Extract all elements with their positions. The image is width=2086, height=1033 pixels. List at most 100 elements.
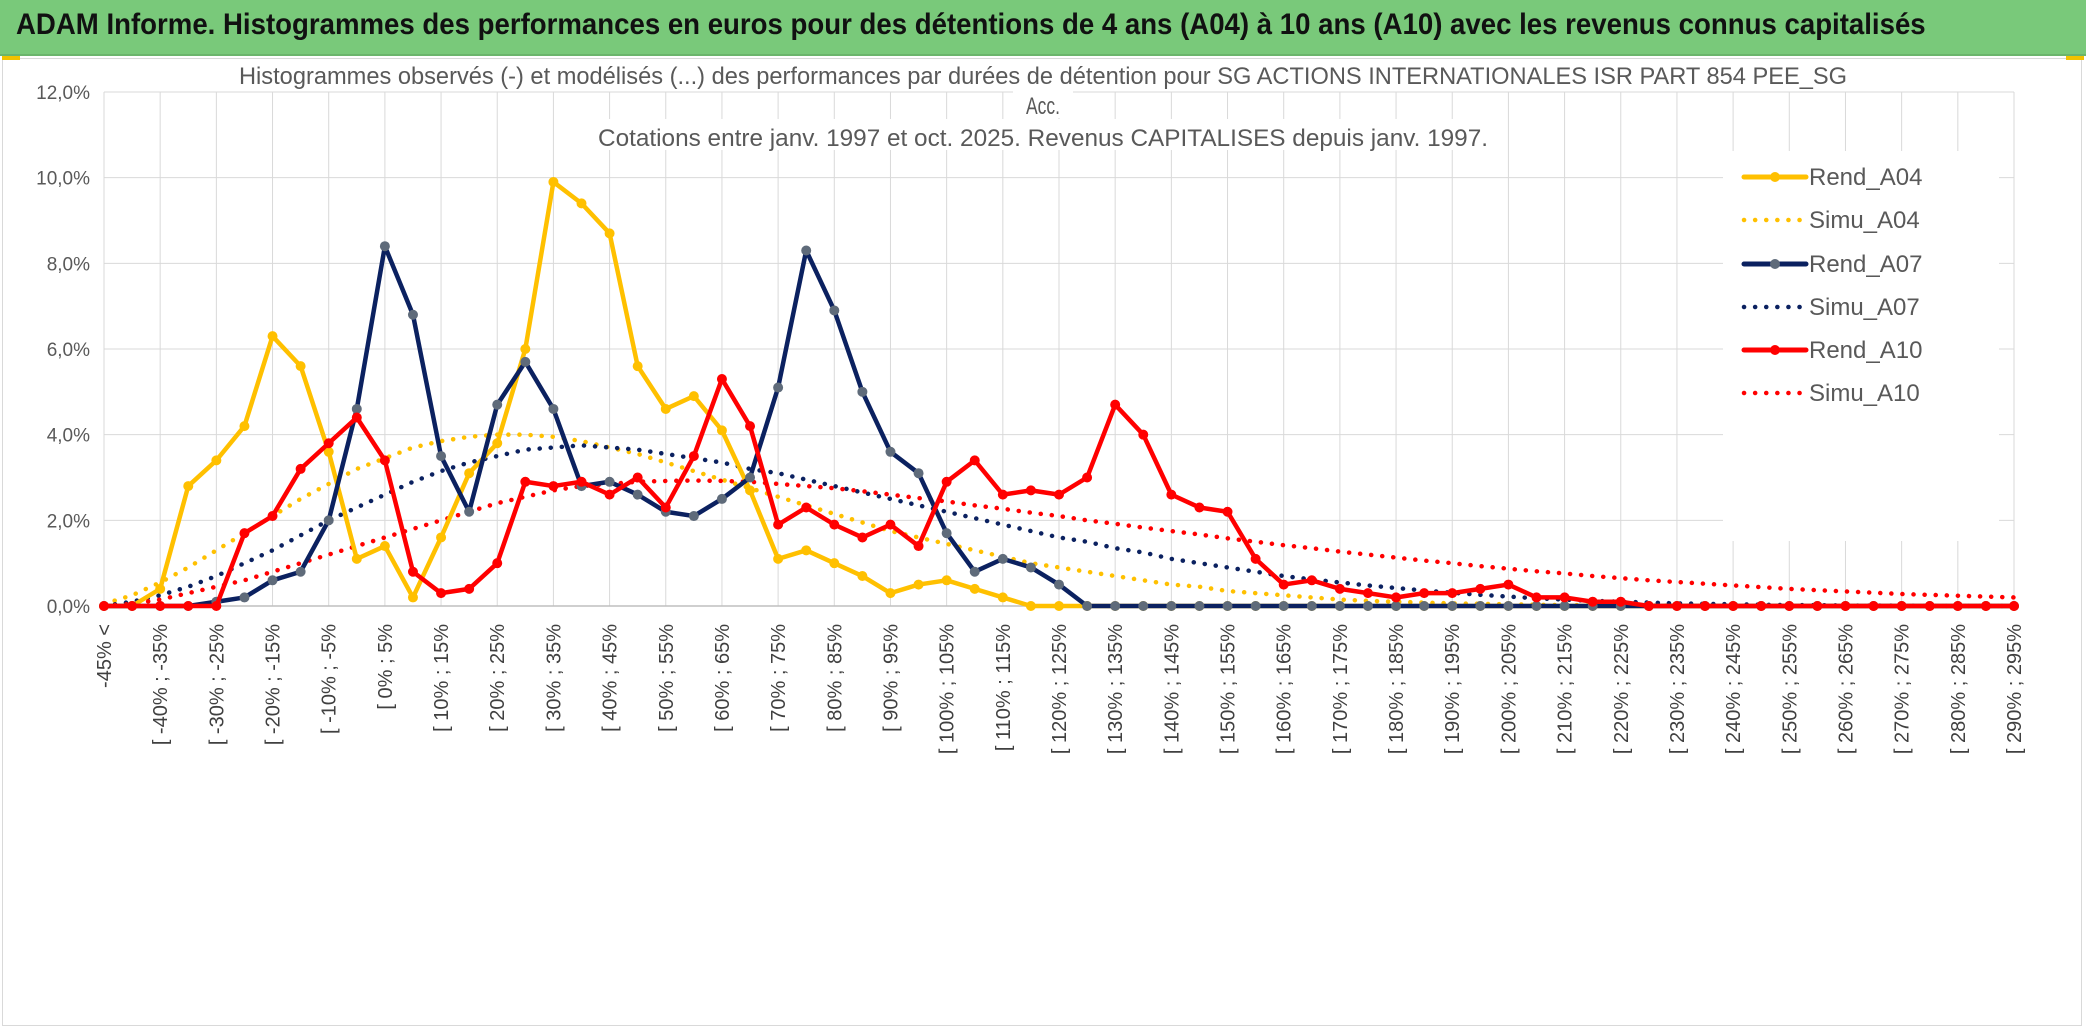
series-rend-a07-point: [1194, 601, 1205, 611]
series-rend-a10-point: [1110, 399, 1121, 410]
series-rend-a10-point: [1138, 429, 1149, 440]
y-tick-label: 8,0%: [47, 254, 90, 275]
legend-rend-a04-marker: [1770, 172, 1780, 182]
series-rend-a07-point: [1559, 601, 1570, 611]
series-rend-a10-point: [1728, 601, 1739, 611]
report-title: ADAM Informe. Histogrammes des performan…: [16, 8, 1926, 41]
series-rend-a07-point: [913, 468, 924, 479]
series-rend-a10-point: [1194, 502, 1205, 513]
x-tick-label: [ 120% ; 125%: [1049, 624, 1071, 754]
series-rend-a04-point: [885, 588, 896, 599]
x-tick-label: [ -20% ; -15%: [263, 624, 285, 745]
legend-simu-a07-label: Simu_A07: [1809, 294, 1920, 321]
series-rend-a10-point: [1447, 588, 1458, 599]
series-rend-a07-point: [801, 245, 812, 256]
series-rend-a04-point: [436, 532, 447, 543]
series-rend-a10-point: [1503, 579, 1514, 590]
series-rend-a07-point: [520, 356, 531, 367]
series-rend-a10-point: [660, 502, 671, 513]
series-rend-a10-point: [99, 601, 109, 611]
x-tick-label: [ 260% ; 265%: [1835, 624, 1857, 754]
series-rend-a10-point: [1756, 601, 1767, 611]
x-tick-label: [ 220% ; 225%: [1611, 624, 1633, 754]
series-rend-a07-point: [492, 399, 503, 410]
series-rend-a10-point: [1615, 596, 1626, 607]
series-rend-a07-point: [745, 472, 756, 483]
x-tick-label: [ 240% ; 245%: [1723, 624, 1745, 754]
series-rend-a07-point: [548, 403, 559, 414]
series-rend-a10-point: [323, 438, 334, 449]
series-rend-a04-point: [829, 558, 840, 569]
legend-simu-a10-label: Simu_A10: [1809, 380, 1920, 407]
series-rend-a10-point: [1700, 601, 1711, 611]
series-rend-a07-point: [1531, 601, 1542, 611]
series-rend-a07-point: [379, 241, 390, 252]
legend-simu-a04-label: Simu_A04: [1809, 207, 1920, 234]
series-rend-a04-point: [379, 541, 390, 552]
series-rend-a10-point: [1671, 601, 1682, 611]
x-tick-label: [ 150% ; 155%: [1218, 624, 1240, 754]
series-rend-a04-point: [576, 198, 587, 209]
series-simu-a04-line: [101, 432, 2017, 609]
x-tick-label: [ 130% ; 135%: [1105, 624, 1127, 754]
series-rend-a07-point: [323, 515, 334, 526]
x-tick-label: [ 40% ; 45%: [600, 624, 622, 732]
series-rend-a07-point: [1054, 579, 1064, 590]
series-rend-a10-point: [1643, 601, 1654, 611]
series-rend-a07-point: [1025, 562, 1036, 573]
series-rend-a04-point: [239, 421, 250, 432]
series-rend-a07-point: [1362, 601, 1373, 611]
series-rend-a10-point: [773, 519, 784, 530]
series-rend-a07-point: [688, 511, 699, 522]
legend-background: [1723, 151, 1999, 541]
series-group: [99, 176, 2019, 611]
series-rend-a10-point: [1025, 485, 1036, 496]
x-tick-label: [ 250% ; 255%: [1779, 624, 1801, 754]
legend-rend-a10-label: Rend_A10: [1809, 337, 1922, 364]
series-rend-a04-point: [745, 485, 756, 496]
series-rend-a10-point: [407, 566, 418, 577]
series-rend-a07-point: [1166, 601, 1177, 611]
series-rend-a10-point: [1784, 601, 1795, 611]
series-rend-a10-point: [548, 481, 559, 492]
series-rend-a10-point: [913, 541, 924, 552]
series-rend-a10-point: [969, 455, 980, 466]
series-rend-a07-point: [997, 553, 1008, 564]
series-rend-a10-point: [1559, 592, 1570, 603]
x-tick-label: [ 100% ; 105%: [937, 624, 959, 754]
series-rend-a04-point: [604, 228, 615, 239]
series-rend-a04-point: [660, 403, 671, 414]
x-axis: -45% < [ -40% ; -35% [ -30% ; -25% [ -20% ;…: [94, 624, 2026, 754]
series-rend-a10-point: [267, 511, 278, 522]
series-rend-a07-point: [857, 386, 868, 397]
series-rend-a10-point: [745, 421, 756, 432]
legend-rend-a04-label: Rend_A04: [1809, 164, 1922, 191]
series-rend-a10-point: [1587, 596, 1598, 607]
series-rend-a07-point: [1391, 601, 1402, 611]
y-tick-label: 10,0%: [36, 169, 90, 190]
series-rend-a10-point: [1924, 601, 1935, 611]
chart-title-line: Cotations entre janv. 1997 et oct. 2025.…: [598, 125, 1488, 152]
series-rend-a04-point: [492, 438, 503, 449]
x-tick-label: [ 230% ; 235%: [1667, 624, 1689, 754]
x-tick-label: [ -40% ; -35%: [150, 624, 172, 745]
y-tick-label: 12,0%: [36, 83, 90, 104]
series-rend-a07-point: [436, 451, 447, 462]
series-rend-a10-point: [997, 489, 1008, 500]
frame-corner-left: [2, 56, 20, 60]
x-tick-label: [ 280% ; 285%: [1948, 624, 1970, 754]
x-tick-label: [ 10% ; 15%: [431, 624, 453, 732]
series-rend-a07-point: [1503, 601, 1514, 611]
series-rend-a10-point: [295, 463, 306, 474]
series-rend-a07-point: [1475, 601, 1486, 611]
y-tick-label: 4,0%: [47, 426, 90, 447]
series-rend-a04-point: [351, 553, 362, 564]
series-rend-a10-point: [1362, 588, 1373, 599]
series-rend-a10-point: [492, 558, 503, 569]
series-rend-a04-point: [997, 592, 1008, 603]
series-rend-a10-point: [1896, 601, 1907, 611]
series-rend-a04-point: [295, 361, 306, 372]
series-rend-a07-point: [351, 403, 362, 414]
series-rend-a04-point: [155, 583, 166, 594]
series-rend-a10-point: [464, 583, 475, 594]
